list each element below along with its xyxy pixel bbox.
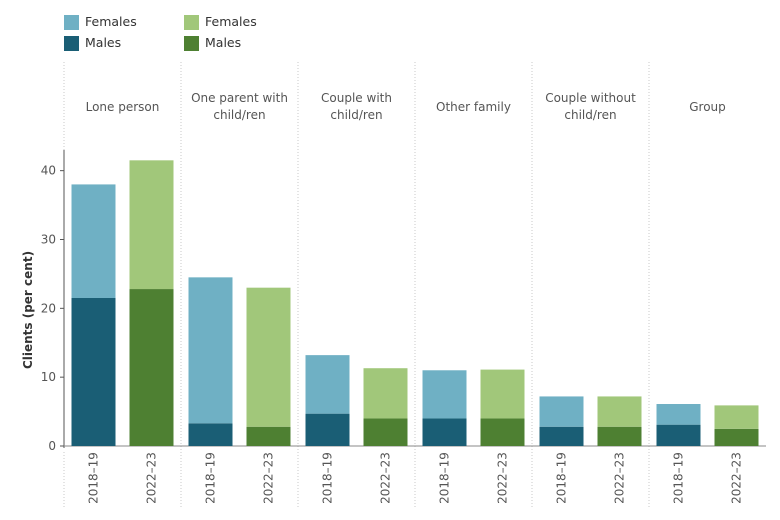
legend-item-males-2022-23: Males (184, 33, 324, 54)
bar-segment-males (129, 289, 174, 446)
category-header: Group (689, 100, 726, 114)
legend-swatch-males-2018-19 (64, 36, 79, 51)
bar-segment-females (714, 405, 759, 429)
bar-segment-males (539, 426, 584, 446)
x-tick-label: 2022–23 (496, 452, 510, 504)
bar-segment-males (422, 418, 467, 446)
bar-segment-females (480, 369, 525, 419)
y-axis-title: Clients (per cent) (21, 251, 35, 369)
x-tick-label: 2018–19 (672, 452, 686, 504)
y-tick-label: 20 (41, 301, 56, 315)
category-header: Lone person (86, 100, 160, 114)
legend-swatch-females-2018-19 (64, 15, 79, 30)
legend-label: Females (205, 14, 257, 29)
legend-swatch-females-2022-23 (184, 15, 199, 30)
x-tick-label: 2022–23 (262, 452, 276, 504)
legend-column-2022-23: Females Males (184, 12, 324, 54)
category-header: Other family (436, 100, 511, 114)
x-tick-label: 2018–19 (321, 452, 335, 504)
legend-label: Males (205, 35, 242, 50)
x-tick-label: 2018–19 (204, 452, 218, 504)
bar-segment-females (305, 355, 350, 414)
bar-segment-females (422, 370, 467, 419)
bar-segment-females (129, 160, 174, 290)
bar-segment-males (656, 424, 701, 446)
y-tick-label: 40 (41, 164, 56, 178)
x-tick-label: 2022–23 (145, 452, 159, 504)
x-tick-label: 2022–23 (730, 452, 744, 504)
x-tick-label: 2022–23 (379, 452, 393, 504)
bar-segment-females (363, 368, 408, 419)
bar-segment-females (539, 396, 584, 427)
bar-segment-females (597, 396, 642, 427)
bar-segment-females (71, 184, 116, 298)
legend-item-females-2022-23: Females (184, 12, 324, 33)
category-header: One parent with child/ren (191, 91, 288, 122)
x-tick-label: 2018–19 (438, 452, 452, 504)
bar-segment-males (246, 426, 291, 446)
bar-segment-males (480, 418, 525, 446)
bar-segment-males (714, 428, 759, 446)
legend-label: Females (85, 14, 137, 29)
y-tick-label: 0 (48, 439, 56, 453)
bar-segment-males (305, 413, 350, 446)
legend-column-2018-19: Females Males (64, 12, 204, 54)
bar-segment-females (188, 277, 233, 424)
y-tick-label: 30 (41, 232, 56, 246)
x-tick-label: 2018–19 (87, 452, 101, 504)
bar-segment-males (597, 426, 642, 446)
y-tick-label: 10 (41, 370, 56, 384)
legend-item-males-2018-19: Males (64, 33, 204, 54)
category-header: Couple with child/ren (321, 91, 392, 122)
bar-segment-females (656, 404, 701, 425)
bar-segment-males (363, 418, 408, 446)
legend-label: Males (85, 35, 122, 50)
x-tick-label: 2018–19 (555, 452, 569, 504)
legend-swatch-males-2022-23 (184, 36, 199, 51)
x-tick-label: 2022–23 (613, 452, 627, 504)
legend-item-females-2018-19: Females (64, 12, 204, 33)
category-header: Couple without child/ren (545, 91, 636, 122)
bar-segment-females (246, 287, 291, 427)
bar-segment-males (71, 298, 116, 446)
bar-segment-males (188, 423, 233, 446)
